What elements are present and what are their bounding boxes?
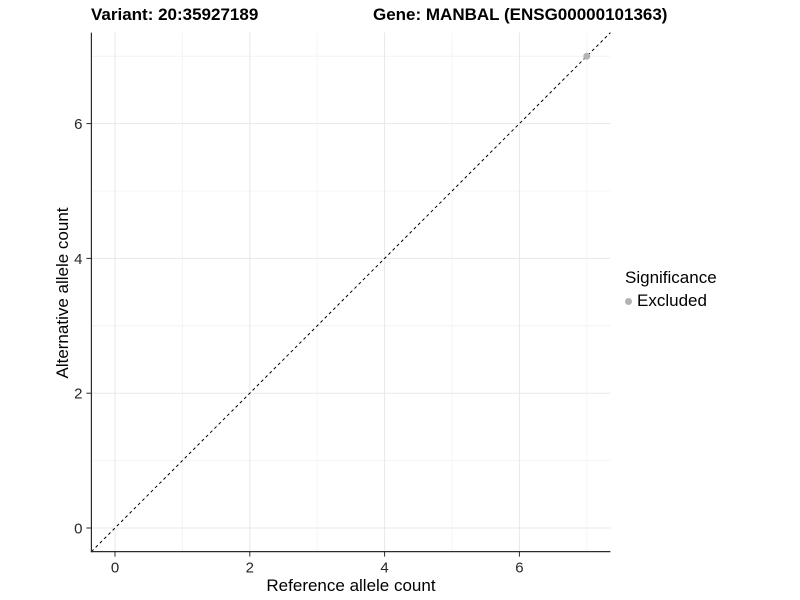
- plot-title-gene: Gene: MANBAL (ENSG00000101363): [373, 5, 668, 24]
- x-tick-label: 6: [515, 560, 523, 577]
- identity-reference-line: [91, 32, 611, 552]
- y-tick-label: 2: [74, 386, 82, 403]
- x-axis-title: Reference allele count: [266, 576, 436, 595]
- y-tick-label: 6: [74, 116, 82, 133]
- legend-entry-excluded: Excluded: [625, 291, 717, 311]
- x-tick-label: 4: [380, 560, 388, 577]
- excluded-point-icon: [625, 297, 632, 305]
- x-tick-label: 0: [111, 560, 119, 577]
- legend-title: Significance: [625, 268, 717, 287]
- x-tick-label: 2: [246, 560, 254, 577]
- legend: Significance Excluded: [625, 268, 717, 311]
- y-axis-title: Alternative allele count: [53, 207, 72, 379]
- y-tick-label: 4: [74, 251, 82, 268]
- y-tick-label: 0: [74, 521, 82, 538]
- legend-entry-label: Excluded: [637, 291, 707, 310]
- data-point-excluded: [583, 52, 591, 60]
- plot-title-variant: Variant: 20:35927189: [91, 5, 259, 24]
